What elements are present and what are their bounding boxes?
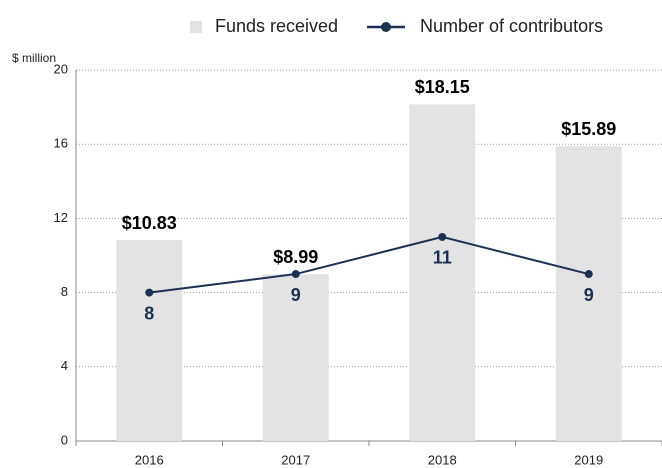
bar-value-label: $18.15 bbox=[415, 77, 470, 97]
bar bbox=[262, 274, 329, 441]
y-axis-label: $ million bbox=[12, 51, 56, 65]
legend-swatch bbox=[381, 22, 391, 32]
line-value-label: 8 bbox=[144, 303, 154, 323]
x-tick-label: 2016 bbox=[135, 452, 164, 467]
line-point bbox=[584, 270, 593, 279]
line bbox=[149, 235, 589, 294]
line-value-label: 11 bbox=[433, 248, 452, 268]
line-value-label: 9 bbox=[291, 285, 301, 305]
legend-label: Number of contributors bbox=[420, 16, 603, 36]
y-tick-label: 20 bbox=[54, 61, 68, 76]
legend-swatch bbox=[190, 21, 202, 33]
x-tick-label: 2018 bbox=[428, 452, 457, 467]
bar bbox=[555, 146, 622, 442]
y-tick-label: 12 bbox=[54, 210, 68, 225]
bar-value-label: $8.99 bbox=[273, 247, 318, 267]
legend-label: Funds received bbox=[215, 16, 338, 36]
bar-value-label: $15.89 bbox=[561, 119, 616, 139]
line-point bbox=[291, 270, 300, 279]
y-tick-label: 4 bbox=[61, 358, 68, 373]
bar bbox=[116, 240, 183, 441]
x-tick-label: 2019 bbox=[574, 452, 603, 467]
x-tick-label: 2017 bbox=[281, 452, 310, 467]
y-tick-label: 8 bbox=[61, 284, 68, 299]
line-point bbox=[438, 232, 447, 241]
bar bbox=[409, 104, 476, 441]
line-point bbox=[145, 288, 154, 297]
y-tick-label: 0 bbox=[61, 432, 68, 447]
y-tick-label: 16 bbox=[54, 136, 68, 151]
bar-value-label: $10.83 bbox=[122, 213, 177, 233]
line-value-label: 9 bbox=[584, 285, 594, 305]
